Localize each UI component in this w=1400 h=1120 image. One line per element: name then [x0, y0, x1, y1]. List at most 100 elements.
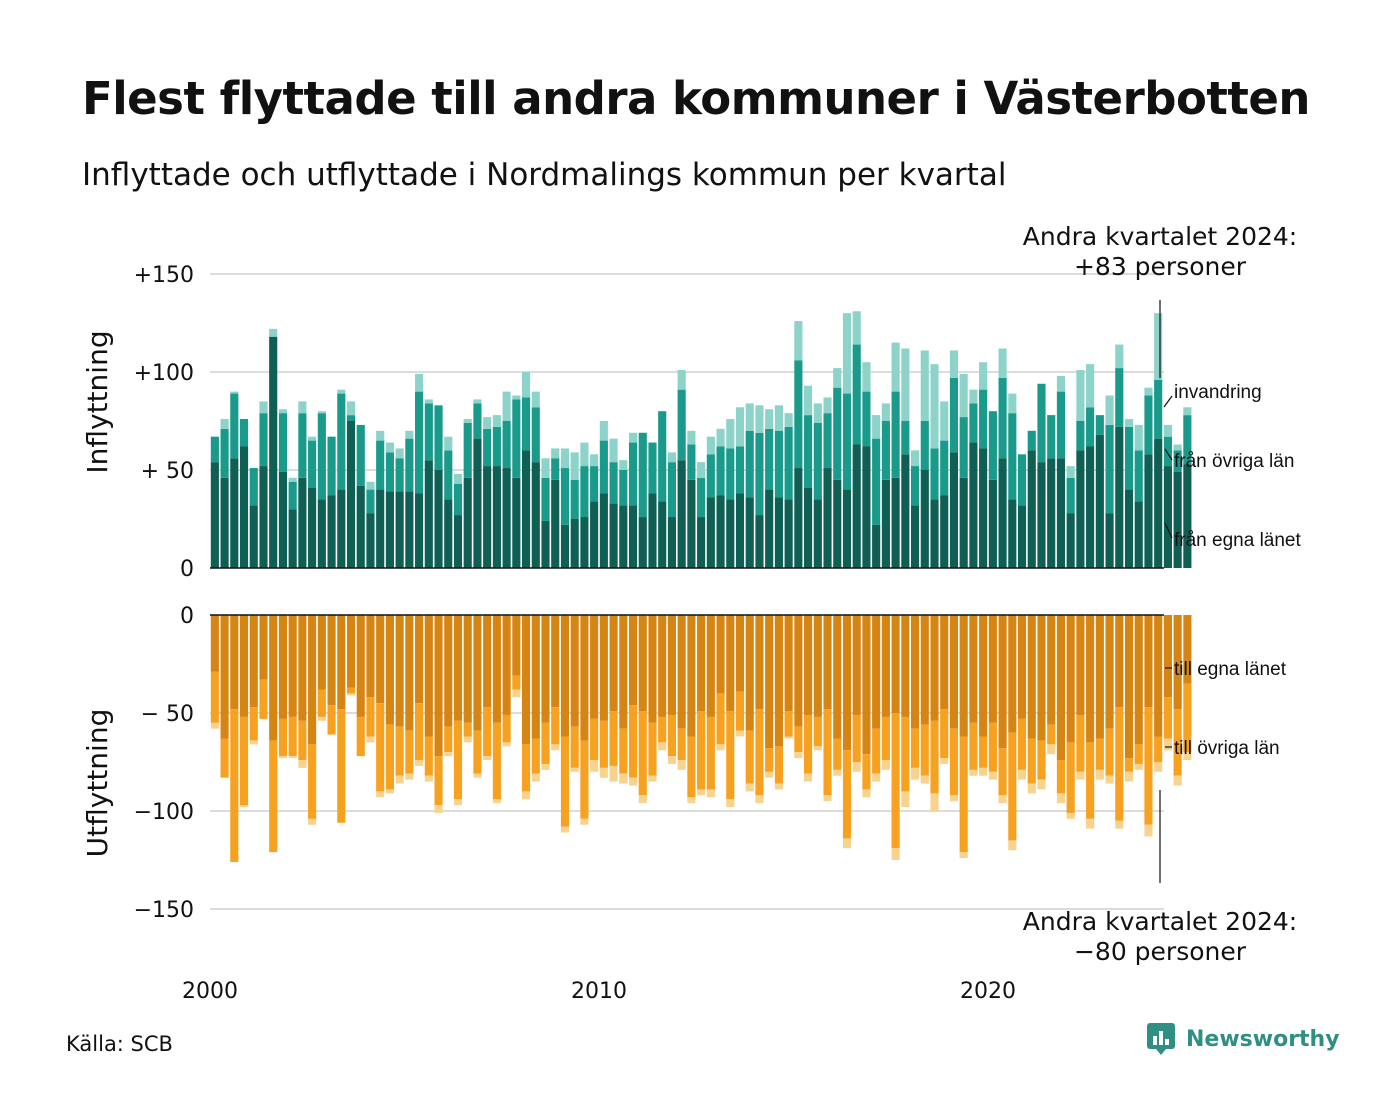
- bar-till-egna-länet: [1017, 615, 1027, 719]
- bar-till-övriga-län: [619, 728, 628, 774]
- bar-invandring: [1056, 375, 1065, 392]
- bar-från-övriga-län: [638, 432, 647, 518]
- bar-invandring: [1124, 419, 1134, 427]
- bar-utvandring: [434, 805, 443, 813]
- bar-till-egna-länet: [376, 615, 385, 704]
- bars-group: [210, 311, 1192, 862]
- bar-till-övriga-län: [424, 736, 433, 776]
- bar-från-övriga-län: [1017, 454, 1027, 506]
- bar-till-övriga-län: [1124, 758, 1134, 772]
- bar-invandring: [949, 350, 959, 378]
- gridlines: [210, 273, 1164, 910]
- bar-från-övriga-län: [590, 466, 599, 502]
- bar-från-övriga-län: [609, 462, 618, 504]
- bar-utvandring: [288, 756, 297, 759]
- bar-från-övriga-län: [308, 440, 317, 488]
- bar-till-egna-länet: [1047, 615, 1056, 725]
- bar-från-egna-länet: [551, 479, 560, 568]
- bar-från-egna-länet: [395, 491, 404, 568]
- bar-till-övriga-län: [317, 689, 326, 717]
- y-tick-label: +100: [134, 361, 194, 386]
- bar-till-egna-länet: [590, 615, 599, 719]
- bar-invandring: [308, 436, 317, 441]
- bar-utvandring: [308, 818, 317, 825]
- bar-till-egna-länet: [804, 615, 813, 715]
- bar-från-egna-länet: [1144, 454, 1153, 568]
- bar-från-övriga-län: [551, 458, 560, 480]
- bar-från-övriga-län: [619, 470, 628, 506]
- bar-invandring: [590, 454, 599, 467]
- bar-från-övriga-län: [716, 446, 725, 496]
- bar-till-övriga-län: [988, 722, 997, 772]
- bar-till-övriga-län: [609, 711, 618, 766]
- bar-invandring: [735, 407, 745, 447]
- bar-från-egna-länet: [522, 450, 531, 568]
- bar-till-övriga-län: [366, 697, 375, 737]
- bar-utvandring: [385, 789, 394, 794]
- bar-från-övriga-län: [395, 458, 404, 492]
- bar-till-övriga-län: [891, 713, 900, 849]
- bar-invandring: [911, 450, 920, 467]
- bar-till-egna-länet: [1037, 615, 1046, 741]
- bar-till-övriga-län: [376, 703, 385, 792]
- bar-från-övriga-län: [541, 477, 550, 521]
- bar-till-egna-länet: [541, 615, 550, 723]
- bar-från-egna-länet: [492, 466, 501, 568]
- bar-till-övriga-län: [570, 726, 579, 768]
- bar-till-egna-länet: [1173, 615, 1182, 710]
- bar-utvandring: [638, 795, 647, 804]
- bar-från-egna-länet: [628, 505, 638, 568]
- series-label-till-egna-lanet: till egna länet: [1174, 659, 1287, 680]
- bar-utvandring: [726, 799, 735, 808]
- bar-till-egna-länet: [230, 615, 239, 710]
- bar-utvandring: [405, 773, 414, 780]
- bar-utvandring: [366, 736, 375, 743]
- bar-utvandring: [872, 773, 881, 782]
- bar-från-egna-länet: [356, 485, 365, 568]
- bar-till-övriga-län: [269, 740, 278, 853]
- bar-från-övriga-län: [424, 403, 433, 461]
- bar-invandring: [492, 415, 501, 427]
- bar-utvandring: [512, 689, 521, 698]
- bar-utvandring: [833, 769, 842, 776]
- bar-från-egna-länet: [502, 468, 511, 568]
- bar-invandring: [1163, 424, 1172, 437]
- bar-till-övriga-län: [512, 675, 521, 690]
- bar-utvandring: [541, 763, 550, 770]
- bar-invandring: [706, 436, 715, 455]
- bar-utvandring: [424, 775, 433, 782]
- bar-till-egna-länet: [1163, 615, 1172, 698]
- bar-från-övriga-län: [1144, 395, 1153, 455]
- bar-utvandring: [774, 783, 783, 790]
- bar-från-övriga-län: [988, 411, 997, 480]
- leader-line-invandring: [1163, 395, 1173, 408]
- bar-från-egna-länet: [1183, 464, 1192, 568]
- bar-invandring: [726, 419, 735, 449]
- bar-till-egna-länet: [317, 615, 326, 690]
- bar-från-egna-länet: [308, 487, 317, 568]
- bar-från-egna-länet: [434, 470, 443, 568]
- bar-från-övriga-län: [745, 430, 754, 498]
- bar-till-övriga-län: [356, 716, 365, 757]
- bar-till-egna-länet: [949, 615, 959, 729]
- bar-till-övriga-län: [230, 709, 239, 862]
- bar-från-övriga-län: [366, 489, 375, 514]
- bar-från-övriga-län: [1008, 413, 1017, 500]
- bar-utvandring: [1008, 840, 1017, 851]
- bar-från-övriga-län: [979, 389, 988, 449]
- bar-till-egna-länet: [337, 615, 346, 710]
- bar-från-övriga-län: [959, 417, 968, 478]
- bar-från-egna-länet: [1027, 450, 1036, 568]
- bar-från-övriga-län: [580, 466, 589, 518]
- bar-till-övriga-län: [1076, 714, 1085, 772]
- bar-invandring: [230, 391, 239, 394]
- bar-från-egna-länet: [765, 489, 774, 568]
- bar-utvandring: [940, 758, 949, 764]
- bar-utvandring: [716, 744, 725, 751]
- bar-från-övriga-län: [249, 468, 258, 506]
- bar-invandring: [667, 452, 677, 463]
- bar-från-övriga-län: [278, 413, 288, 472]
- bar-utvandring: [959, 852, 968, 859]
- bar-till-egna-länet: [259, 615, 268, 680]
- bar-utvandring: [1134, 763, 1143, 770]
